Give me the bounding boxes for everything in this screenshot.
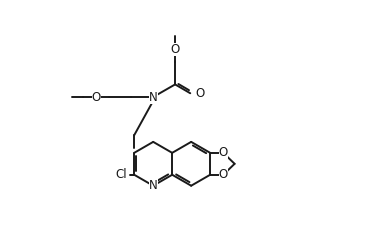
Text: O: O	[92, 90, 101, 104]
Text: N: N	[149, 179, 158, 192]
Text: Cl: Cl	[115, 168, 127, 181]
Text: O: O	[219, 146, 228, 159]
Text: O: O	[219, 168, 228, 181]
Text: O: O	[170, 43, 180, 56]
Text: O: O	[196, 87, 205, 100]
Text: N: N	[149, 90, 158, 104]
